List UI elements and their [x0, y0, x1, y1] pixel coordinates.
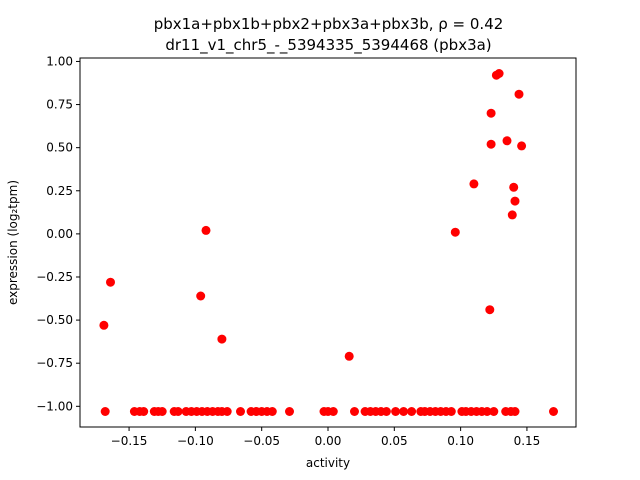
axes-frame: [79, 57, 577, 428]
y-tick-label: 0.25: [46, 184, 73, 198]
data-point: [201, 225, 211, 235]
data-point: [222, 407, 232, 416]
x-axis: −0.15 −0.10 −0.05 0.00 0.05 0.10 0.15: [111, 427, 541, 448]
data-point: [139, 407, 149, 416]
y-axis: 1.00 0.75 0.50 0.25 0.00 −0.25 −0.50 −0.75 −1.00: [36, 54, 80, 413]
x-tick-label: 0.05: [381, 434, 408, 448]
data-point: [344, 351, 354, 361]
data-point: [485, 305, 495, 315]
data-point: [381, 407, 391, 416]
data-point: [510, 196, 520, 206]
x-tick-label: 0.10: [447, 434, 474, 448]
x-axis-label: activity: [306, 456, 350, 470]
data-point: [509, 182, 519, 192]
x-tick-label: 0.15: [514, 434, 541, 448]
data-point: [486, 108, 496, 118]
data-point: [99, 320, 109, 330]
y-tick-label: 1.00: [46, 54, 73, 68]
x-tick-label: 0.00: [315, 434, 342, 448]
data-point: [100, 407, 110, 416]
y-tick-label: 0.00: [46, 227, 73, 241]
chart-title-line2: dr11_v1_chr5_-_5394335_5394468 (pbx3a): [165, 36, 491, 55]
x-tick-label: −0.05: [243, 434, 280, 448]
y-tick-label: 0.50: [46, 141, 73, 155]
data-point: [514, 89, 524, 99]
y-tick-label: −0.25: [36, 270, 73, 284]
data-point: [469, 179, 479, 189]
data-point: [407, 407, 417, 416]
data-point: [482, 407, 492, 416]
data-point: [285, 407, 294, 416]
data-point: [489, 407, 499, 416]
data-point: [157, 407, 167, 416]
data-point: [517, 141, 527, 151]
y-tick-label: −0.75: [36, 356, 73, 370]
data-point: [196, 291, 206, 301]
x-tick-label: −0.15: [111, 434, 148, 448]
data-point: [350, 407, 359, 416]
data-point: [494, 69, 504, 78]
data-point: [486, 139, 496, 149]
chart-title-line1: pbx1a+pbx1b+pbx2+pbx3a+pbx3b, ρ = 0.42: [154, 15, 504, 33]
data-point: [106, 277, 115, 287]
data-point: [267, 407, 277, 416]
plot-area: [99, 69, 558, 416]
data-point: [549, 407, 558, 416]
data-point: [450, 227, 460, 237]
y-tick-label: −1.00: [36, 399, 73, 413]
data-point: [236, 407, 245, 416]
data-point: [510, 407, 520, 416]
data-point: [502, 136, 512, 146]
y-tick-label: 0.75: [46, 98, 73, 112]
data-point: [399, 407, 409, 416]
data-point: [507, 210, 517, 220]
y-tick-label: −0.50: [36, 313, 73, 327]
data-point: [217, 334, 227, 344]
y-axis-label: expression (log₂tpm): [6, 180, 20, 305]
data-point: [446, 407, 456, 416]
data-point: [328, 407, 338, 416]
data-point: [391, 407, 401, 416]
data-point: [173, 407, 183, 416]
x-tick-label: −0.10: [177, 434, 214, 448]
